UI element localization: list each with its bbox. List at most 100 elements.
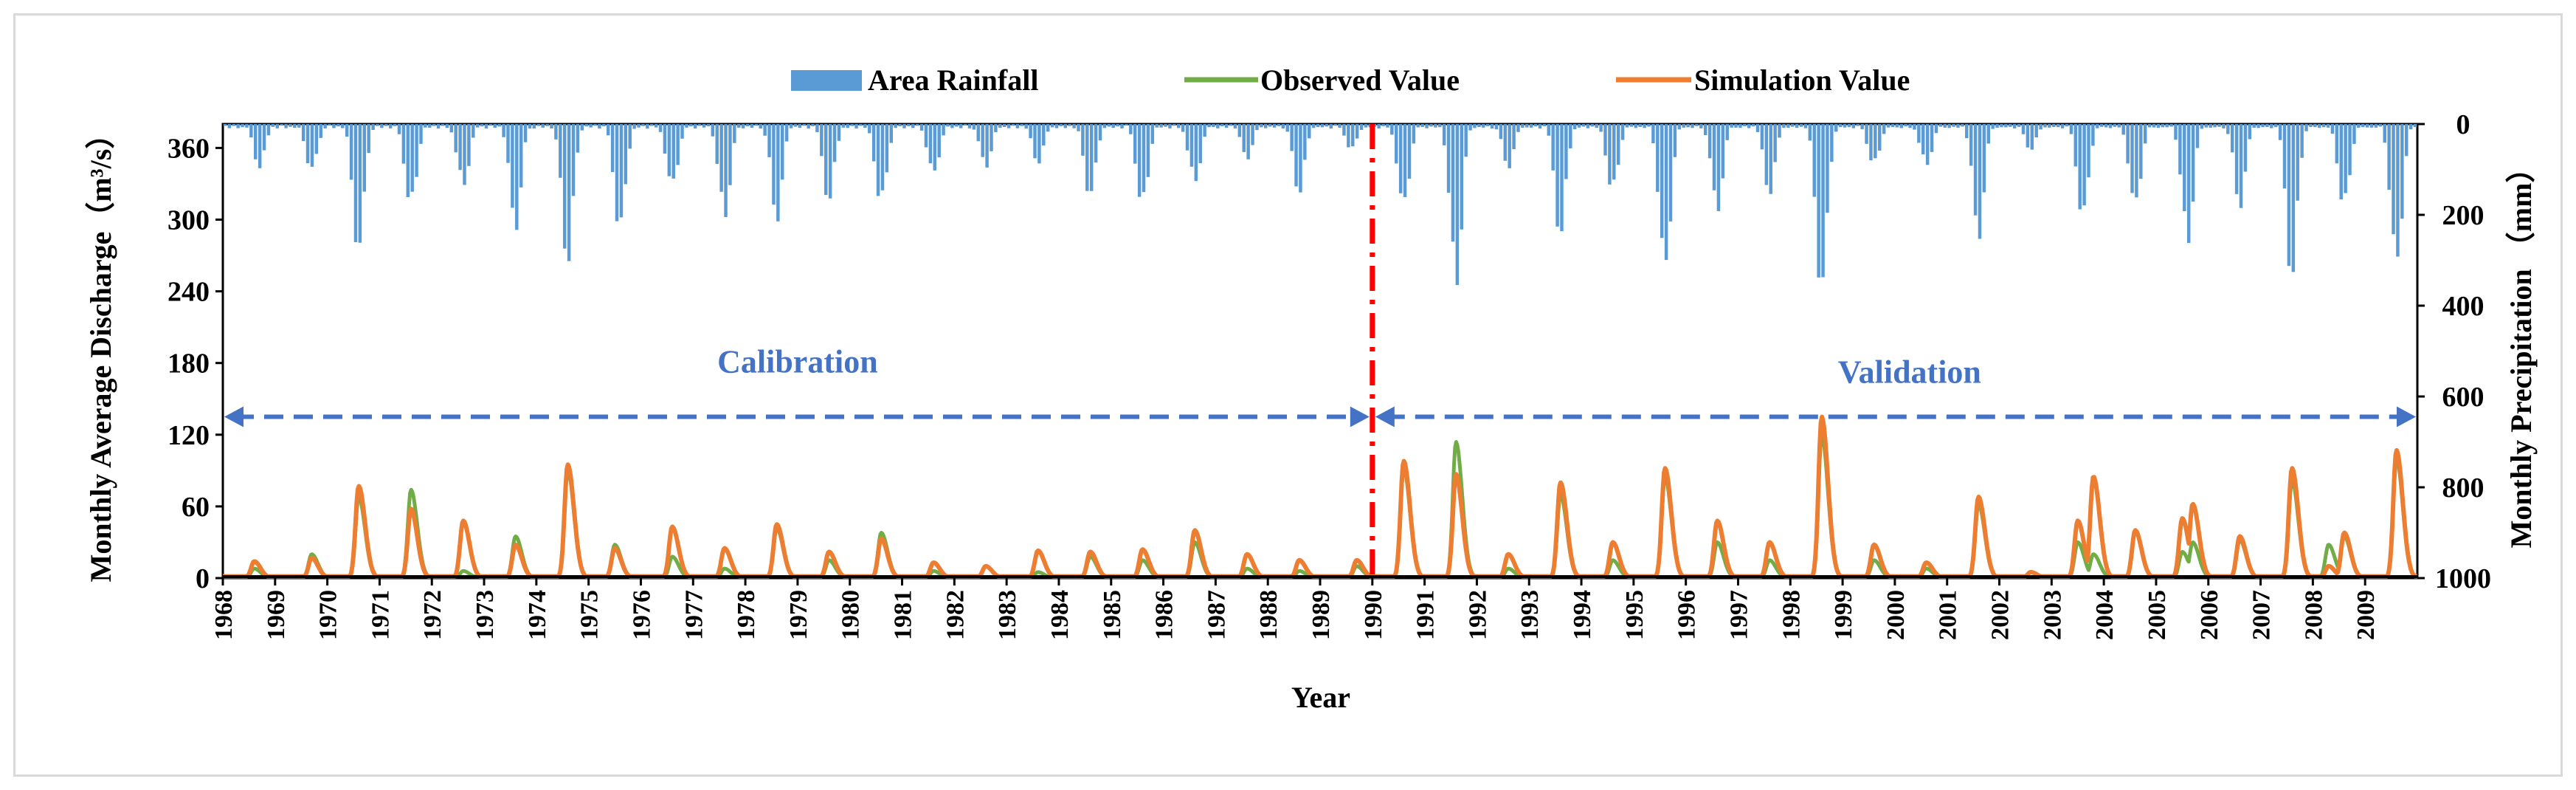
- rainfall-bar: [2156, 124, 2161, 128]
- rainfall-bar: [472, 124, 475, 138]
- x-tick-label: 1992: [1464, 590, 1491, 640]
- rainfall-bar: [1120, 124, 1124, 128]
- rainfall-bar: [832, 124, 837, 162]
- rainfall-bar: [289, 124, 292, 127]
- rainfall-bar: [554, 124, 558, 140]
- rainfall-bar: [2313, 124, 2317, 128]
- chart-frame: [13, 13, 2563, 777]
- x-tick-label: 1980: [838, 590, 865, 640]
- x-tick-label: 2004: [2091, 590, 2119, 640]
- rainfall-bar: [511, 124, 514, 208]
- rainfall-bar: [646, 124, 649, 129]
- rainfall-bar: [1303, 124, 1307, 160]
- validation-arrow-head-left: [1375, 406, 1395, 427]
- rainfall-bar: [1938, 124, 1943, 127]
- rainfall-bar: [1847, 124, 1851, 128]
- rainfall-bar: [2021, 124, 2026, 134]
- rainfall-bar: [1838, 124, 1843, 128]
- rainfall-bar: [1947, 124, 1951, 128]
- right-tick-label: 600: [2442, 382, 2485, 413]
- validation-arrow-head-right: [2397, 406, 2416, 427]
- rainfall-bar: [1917, 124, 1921, 143]
- rainfall-bar: [1677, 124, 1682, 130]
- x-tick-label: 1994: [1569, 590, 1596, 640]
- rainfall-bar: [1011, 124, 1015, 126]
- x-tick-label: 1999: [1830, 590, 1857, 640]
- rainfall-bar: [985, 124, 989, 168]
- rainfall-bar: [1899, 124, 1903, 128]
- rainfall-bar: [463, 124, 466, 185]
- rainfall-bar: [284, 124, 288, 128]
- rainfall-bar: [266, 124, 271, 136]
- rainfall-bar: [680, 124, 684, 139]
- rainfall-bar: [1216, 124, 1220, 128]
- rainfall-bar: [2030, 124, 2034, 150]
- rainfall-bar: [576, 124, 580, 153]
- left-tick-label: 240: [168, 277, 210, 308]
- rainfall-bar: [2099, 124, 2104, 127]
- rainfall-bar: [811, 124, 815, 126]
- rainfall-bar: [1533, 124, 1538, 127]
- rainfall-bar: [502, 124, 505, 137]
- rainfall-bar: [2004, 124, 2008, 128]
- rainfall-bar: [571, 124, 576, 196]
- rainfall-bar: [1612, 124, 1616, 180]
- rainfall-bar: [1799, 124, 1803, 127]
- rainfall-bar: [724, 124, 728, 217]
- rainfall-bar: [393, 124, 397, 126]
- rainfall-bar: [1812, 124, 1816, 197]
- rainfall-bar: [885, 124, 889, 173]
- rainfall-bar: [550, 124, 553, 128]
- simulation-line: [221, 414, 2419, 579]
- rainfall-bar: [1173, 124, 1176, 126]
- rainfall-bar: [2108, 124, 2113, 128]
- rainfall-bar: [1229, 124, 1233, 126]
- rainfall-bar: [671, 124, 675, 179]
- rainfall-bar: [1664, 124, 1668, 261]
- rainfall-bar: [432, 124, 436, 126]
- rainfall-bar: [1599, 124, 1603, 132]
- legend-swatch-rainfall: [791, 70, 862, 91]
- rainfall-bar: [598, 124, 601, 129]
- rainfall-bar: [515, 124, 519, 230]
- rainfall-bar: [1834, 124, 1838, 132]
- rainfall-bar: [937, 124, 941, 158]
- rainfall-bar: [1089, 124, 1094, 191]
- rainfall-bar: [745, 124, 750, 127]
- rainfall-bar: [1473, 124, 1477, 128]
- rainfall-bar: [1695, 124, 1699, 126]
- rainfall-bar: [1691, 124, 1694, 128]
- rainfall-bar: [1420, 124, 1424, 127]
- x-tick-label: 2000: [1882, 590, 1910, 640]
- rainfall-bar: [915, 124, 919, 126]
- rainfall-bar: [654, 124, 658, 128]
- rainfall-bar: [820, 124, 823, 157]
- rainfall-bar: [2273, 124, 2278, 128]
- right-axis-title: Monthly Precipitation （mm）: [2504, 154, 2538, 549]
- rainfall-bar: [445, 124, 449, 128]
- rainfall-bar: [1643, 124, 1646, 128]
- rainfall-bar: [1629, 124, 1634, 127]
- rainfall-bar: [1874, 124, 1877, 159]
- rainfall-bar: [1782, 124, 1786, 128]
- rainfall-bar: [297, 124, 301, 128]
- rainfall-bar: [663, 124, 667, 154]
- rainfall-bar: [2169, 124, 2173, 127]
- rainfall-bar: [1817, 124, 1820, 278]
- rainfall-bar: [1416, 124, 1420, 128]
- rainfall-bar: [1059, 124, 1063, 126]
- rainfall-bar: [1455, 124, 1460, 286]
- x-tick-label: 1996: [1674, 590, 1701, 640]
- rainfall-bar: [236, 124, 240, 128]
- rainfall-bar: [2261, 124, 2265, 128]
- rainfall-bar: [1668, 124, 1673, 221]
- rainfall-bar: [1991, 124, 1995, 129]
- rainfall-bar: [2378, 124, 2383, 127]
- rainfall-bar: [1986, 124, 1991, 144]
- rainfall-bar: [706, 124, 711, 126]
- x-tick-label: 1986: [1151, 590, 1178, 640]
- rainfall-bar: [2034, 124, 2038, 138]
- rainfall-bar: [658, 124, 663, 132]
- rainfall-bar: [876, 124, 880, 196]
